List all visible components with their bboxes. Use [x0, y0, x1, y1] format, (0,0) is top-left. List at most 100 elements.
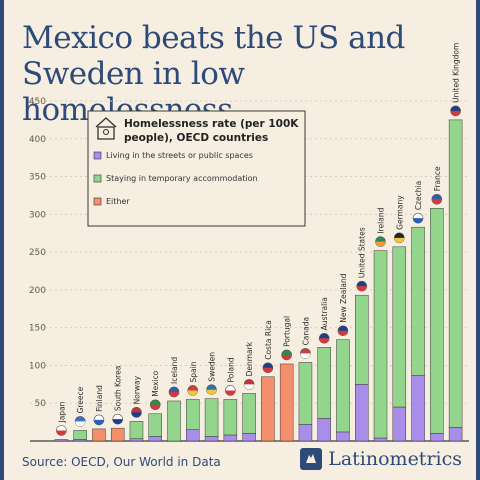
- flag-icon: [318, 333, 330, 344]
- category-label: Costa Rica: [264, 320, 273, 360]
- y-tick-label: 50: [35, 399, 47, 409]
- bar-segment: [298, 424, 313, 442]
- flag-icon: [93, 414, 105, 426]
- flag-icon: [243, 379, 255, 390]
- bar-segment: [54, 439, 69, 442]
- bar-segment: [242, 393, 256, 434]
- flag-icon: [393, 232, 405, 244]
- bar-segment: [448, 119, 463, 428]
- legend-entry-label: Living in the streets or public spaces: [106, 151, 253, 160]
- flag-icon: [225, 385, 236, 396]
- bar-segment: [110, 427, 125, 442]
- bar-segment: [430, 208, 444, 434]
- bar-segment: [92, 428, 106, 442]
- category-label: Ireland: [377, 207, 386, 233]
- y-tick-label: 200: [29, 286, 46, 296]
- legend-swatch: [93, 197, 102, 206]
- bar-segment: [373, 250, 388, 439]
- flag-icon: [337, 325, 349, 337]
- bar-segment: [355, 384, 369, 442]
- flag-icon: [450, 105, 461, 117]
- legend-box: [87, 110, 306, 227]
- category-label: United States: [358, 227, 367, 278]
- category-label: Sweden: [208, 352, 217, 382]
- flag-icon: [300, 348, 311, 359]
- bar-segment: [223, 399, 238, 436]
- category-label: Finland: [95, 385, 104, 412]
- category-label: Greece: [76, 386, 85, 413]
- category-label: Germany: [395, 195, 404, 230]
- flag-icon: [187, 385, 199, 396]
- bar-segment: [242, 433, 256, 442]
- flag-icon: [281, 349, 292, 361]
- bar-segment: [392, 246, 407, 408]
- homeless-icon: [95, 117, 117, 140]
- category-label: Iceland: [170, 357, 179, 384]
- brand-logo-icon: [300, 448, 323, 470]
- category-label: South Korea: [114, 366, 123, 411]
- brand: Latinometrics: [300, 448, 462, 470]
- flag-icon: [412, 212, 424, 224]
- bar-segment: [336, 339, 350, 433]
- bar-segment: [261, 376, 275, 442]
- flag-icon: [56, 425, 67, 436]
- category-label: New Zealand: [339, 273, 348, 323]
- category-label: Czechia: [414, 181, 423, 210]
- bar-segment: [148, 413, 162, 437]
- legend-title-line2: people), OECD countries: [124, 132, 268, 144]
- flag-icon: [206, 384, 217, 395]
- legend-title-line1: Homelessness rate (per 100K: [124, 118, 299, 130]
- bar-segment: [298, 362, 313, 425]
- bar-segment: [411, 226, 425, 376]
- flag-icon: [375, 236, 386, 247]
- y-tick-label: 100: [29, 361, 46, 371]
- category-label: France: [433, 166, 442, 191]
- source-note: Source: OECD, Our World in Data: [22, 455, 221, 469]
- bar-segment: [430, 433, 444, 442]
- y-tick-label: 250: [29, 248, 46, 258]
- y-tick-label: 450: [29, 97, 46, 107]
- bar-segment: [317, 347, 331, 419]
- bar-segment: [129, 421, 144, 439]
- bar-segment: [448, 427, 463, 442]
- flag-icon: [74, 416, 86, 427]
- bar-segment: [129, 438, 144, 442]
- bar-segment: [373, 437, 388, 442]
- bar-segment: [411, 375, 425, 442]
- flag-icon: [168, 386, 180, 398]
- bar-segment: [186, 399, 200, 430]
- bar-segment: [223, 434, 238, 442]
- category-label: Poland: [226, 357, 235, 382]
- y-tick-label: 350: [29, 173, 46, 183]
- bar-segment: [279, 363, 294, 442]
- legend-swatch: [93, 174, 102, 183]
- category-label: Norway: [132, 375, 141, 404]
- bar-segment: [204, 398, 219, 437]
- bar-segment: [167, 400, 181, 442]
- flag-icon: [112, 413, 124, 425]
- category-label: Spain: [189, 361, 198, 382]
- bar-segment: [336, 431, 350, 442]
- category-label: Australia: [320, 297, 329, 330]
- brand-name: Latinometrics: [328, 448, 462, 470]
- bar-segment: [186, 429, 200, 442]
- flag-icon: [431, 193, 443, 205]
- legend-swatch: [93, 151, 102, 160]
- legend-entry-label: Either: [106, 197, 130, 206]
- category-label: Denmark: [245, 341, 254, 376]
- y-tick-label: 400: [29, 135, 46, 145]
- category-label: Canada: [301, 317, 310, 346]
- flag-icon: [131, 407, 142, 418]
- flag-icon: [262, 362, 274, 374]
- category-label: Mexico: [151, 370, 160, 397]
- bar-segment: [355, 294, 369, 385]
- bar-segment: [317, 418, 331, 442]
- category-label: United Kingdom: [452, 43, 461, 103]
- bar-segment: [204, 436, 219, 442]
- bar-segment: [148, 436, 162, 442]
- bar-segment: [73, 430, 87, 440]
- flag-icon: [356, 280, 368, 292]
- category-label: Portugal: [283, 316, 292, 347]
- legend-entry-label: Staying in temporary accommodation: [106, 174, 258, 183]
